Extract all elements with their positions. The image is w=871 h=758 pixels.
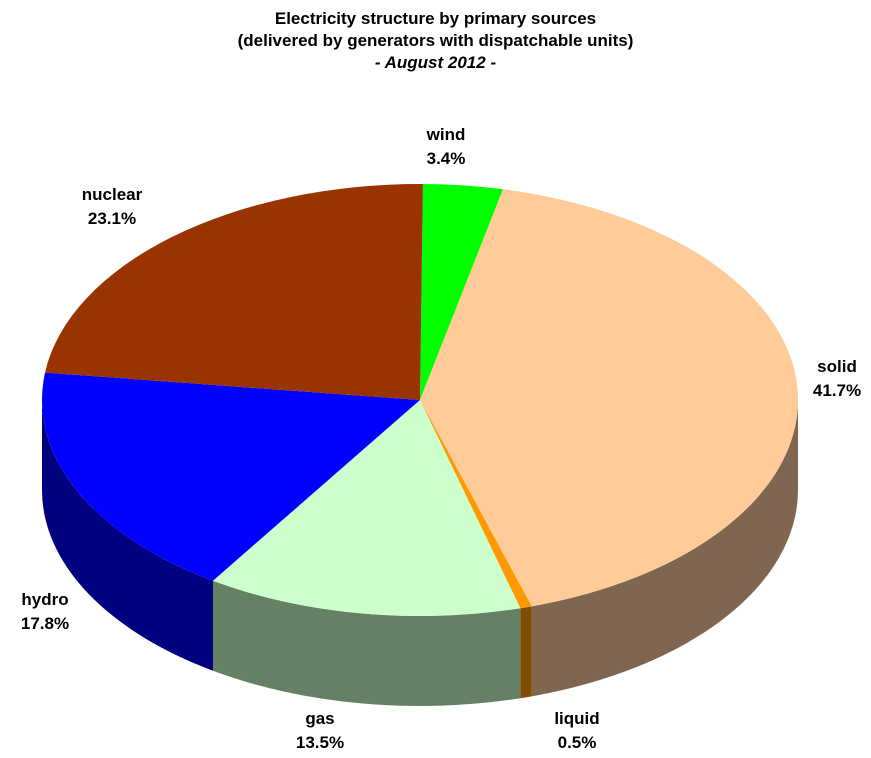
- pie-labels-layer: wind 3.4% solid 41.7% liquid 0.5% gas 13.5% hydr…: [21, 125, 861, 752]
- pie-slice-nuclear: [45, 184, 423, 400]
- pie-slice-wind: [420, 184, 504, 400]
- slice-label-solid: solid: [817, 357, 857, 376]
- chart-period: - August 2012 -: [374, 53, 497, 72]
- pie-slice-solid: [420, 189, 799, 607]
- slice-label-hydro: hydro: [21, 590, 68, 609]
- pie-side-hydro: [42, 400, 213, 671]
- slice-label-wind: wind: [426, 125, 466, 144]
- slice-value-wind: 3.4%: [427, 149, 466, 168]
- pie-slice-gas: [212, 400, 521, 617]
- slice-value-nuclear: 23.1%: [88, 209, 136, 228]
- slice-value-liquid: 0.5%: [558, 733, 597, 752]
- pie-side-gas: [212, 580, 521, 707]
- pie-side-liquid: [520, 606, 532, 699]
- slice-value-solid: 41.7%: [813, 381, 861, 400]
- slice-label-gas: gas: [305, 709, 334, 728]
- slice-label-nuclear: nuclear: [82, 185, 143, 204]
- pie-slice-hydro: [41, 372, 421, 581]
- chart-subtitle: (delivered by generators with dispatchab…: [237, 31, 634, 50]
- pie-side-solid: [531, 400, 798, 697]
- pie-slice-liquid: [420, 400, 532, 609]
- slice-value-gas: 13.5%: [296, 733, 344, 752]
- chart-title-block: Electricity structure by primary sources…: [0, 8, 871, 74]
- slice-label-liquid: liquid: [554, 709, 599, 728]
- pie-top-layer: [41, 184, 799, 617]
- slice-value-hydro: 17.8%: [21, 614, 69, 633]
- pie-depth-layer: [42, 400, 798, 707]
- chart-title: Electricity structure by primary sources: [274, 9, 597, 28]
